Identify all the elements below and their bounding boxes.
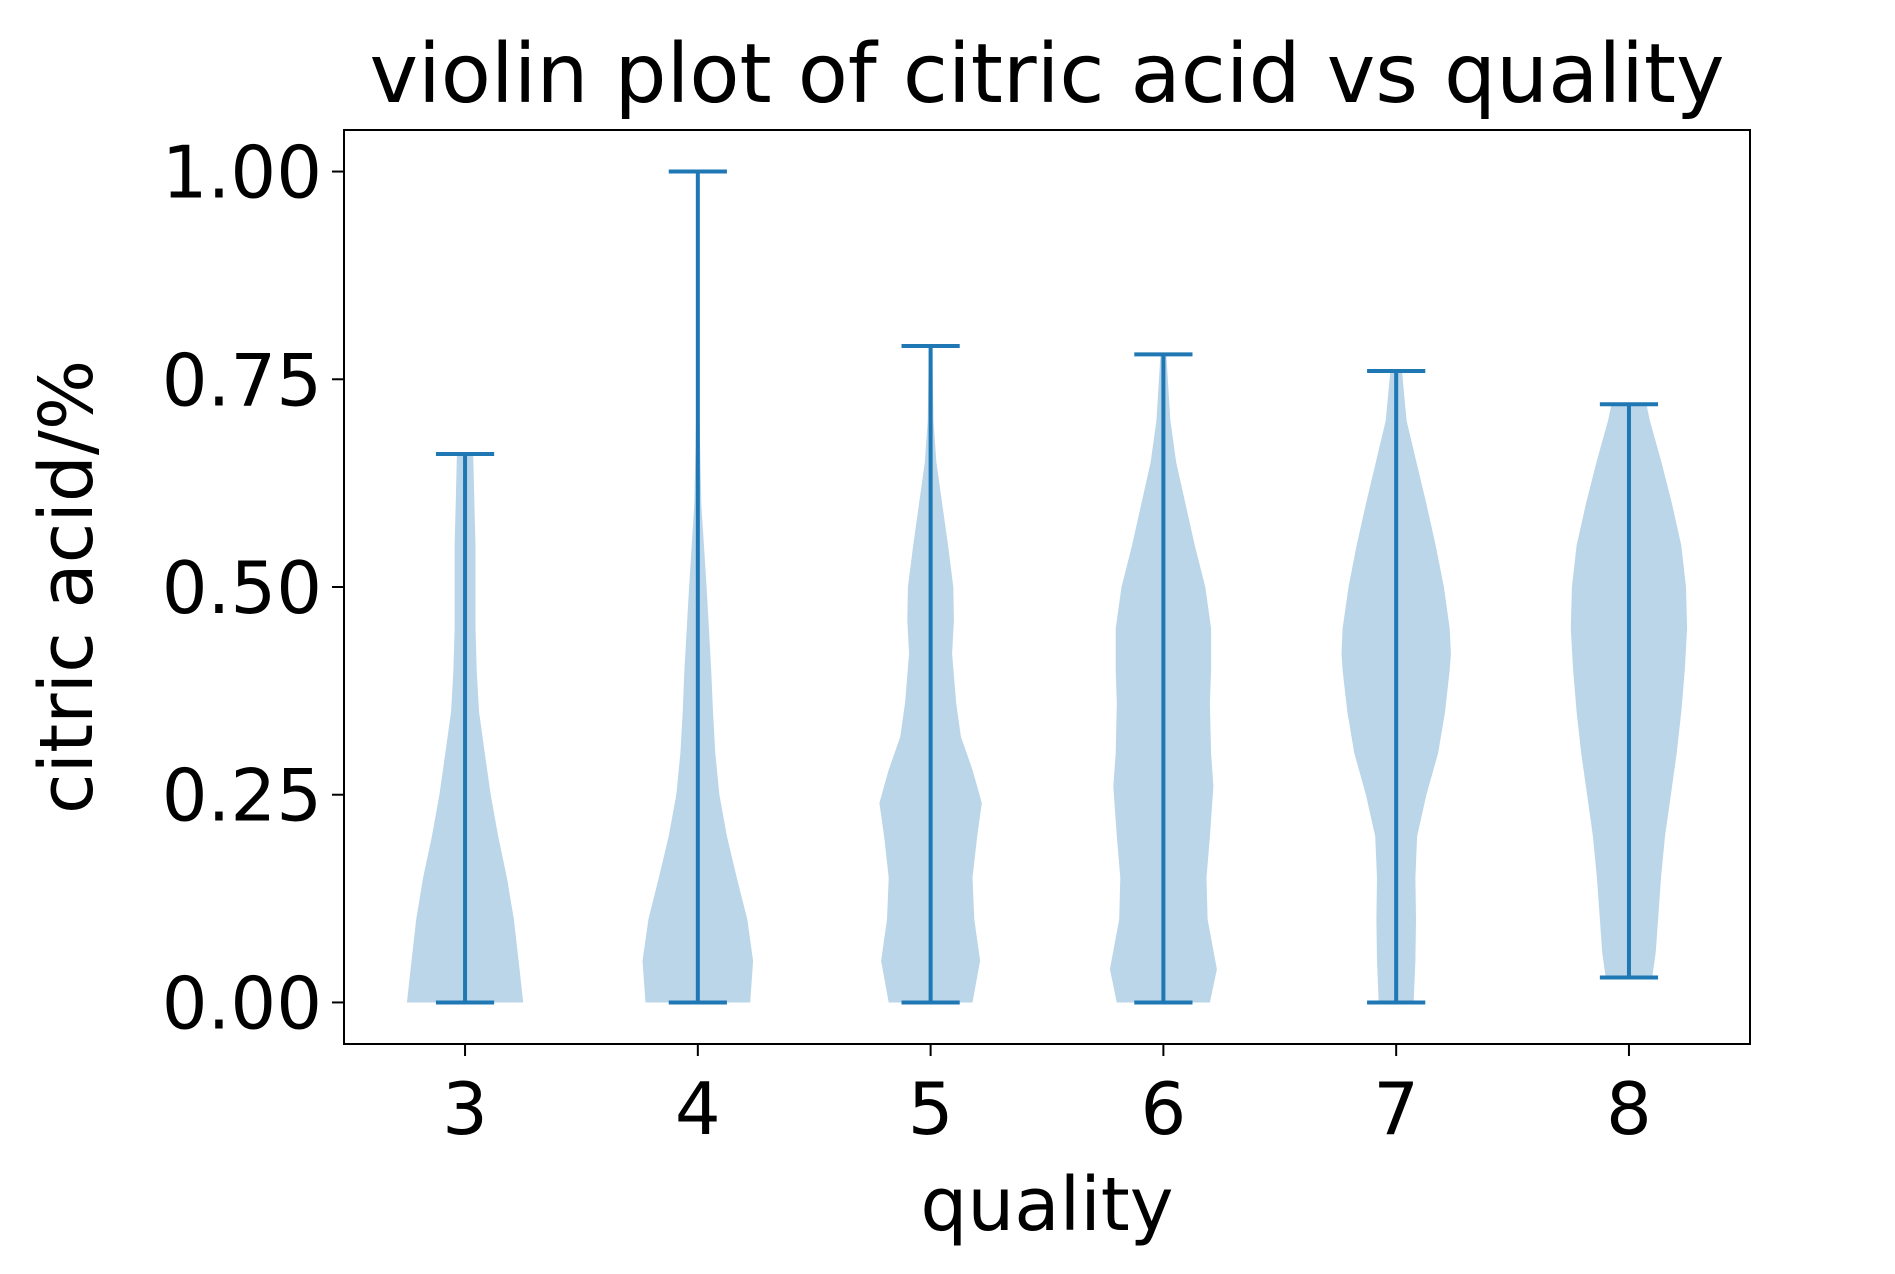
y-axis-ticks: 0.00 0.25 0.50 0.75 1.00 [162,131,344,1045]
violin-lines [435,169,1659,1005]
x-tick-label: 7 [1373,1067,1419,1151]
x-axis-label: quality [920,1162,1173,1248]
chart-title: violin plot of citric acid vs quality [369,27,1724,122]
x-tick-label: 8 [1606,1067,1652,1151]
y-tick-label: 0.25 [162,754,322,838]
x-tick-label: 3 [442,1067,488,1151]
y-tick-label: 1.00 [162,131,322,215]
plot-area-frame [343,129,1751,1045]
x-tick-label: 5 [908,1067,954,1151]
y-tick-label: 0.75 [162,338,322,422]
x-axis-ticks: 3 4 5 6 7 8 [442,1044,1652,1151]
y-tick-label: 0.00 [162,961,322,1045]
x-tick-label: 4 [675,1067,721,1151]
x-tick-label: 6 [1140,1067,1186,1151]
y-axis-label: citric acid/% [24,360,110,814]
y-tick-label: 0.50 [162,546,322,630]
violin-bodies [406,171,1688,1003]
